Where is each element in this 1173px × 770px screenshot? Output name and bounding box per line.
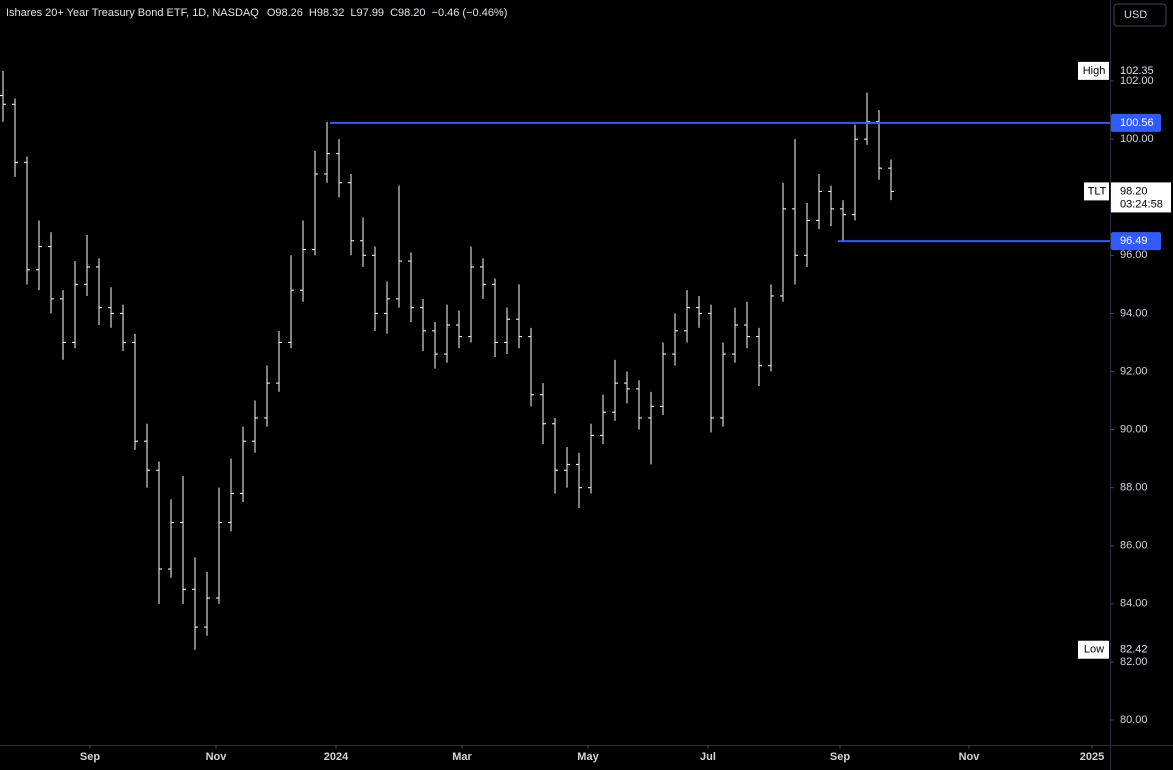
y-tick-label: 100.00 xyxy=(1120,133,1154,145)
x-tick-label: Mar xyxy=(452,751,472,763)
low-marker-box xyxy=(1078,640,1109,659)
high-marker-box xyxy=(1078,61,1109,80)
y-tick-label: 88.00 xyxy=(1120,482,1148,494)
y-tick-label: 102.00 xyxy=(1120,75,1154,87)
header-close: C98.20 xyxy=(390,7,425,19)
last-price-value: 98.20 xyxy=(1120,185,1148,197)
y-tick-label: 92.00 xyxy=(1120,365,1148,377)
header-open: O98.26 xyxy=(267,7,303,19)
y-tick-label: 84.00 xyxy=(1120,598,1148,610)
header-low: L97.99 xyxy=(350,7,384,19)
last-price-box xyxy=(1111,182,1171,213)
level-label: 96.49 xyxy=(1120,235,1148,247)
currency-label[interactable]: USD xyxy=(1124,9,1147,21)
last-price-name: TLT xyxy=(1088,185,1107,197)
y-tick-label: 96.00 xyxy=(1120,249,1148,261)
level-label-box xyxy=(1111,232,1161,251)
level-label: 100.56 xyxy=(1120,117,1154,129)
high-marker-value: 102.35 xyxy=(1120,65,1154,77)
header-high: H98.32 xyxy=(309,7,344,19)
x-tick-label: Nov xyxy=(206,751,228,763)
y-tick-label: 94.00 xyxy=(1120,307,1148,319)
x-tick-label: Sep xyxy=(830,751,850,763)
last-price-countdown: 03:24:58 xyxy=(1120,198,1163,210)
level-label-box xyxy=(1111,113,1161,132)
header-change: −0.46 (−0.46%) xyxy=(432,7,508,19)
x-tick-label: 2025 xyxy=(1080,751,1104,763)
currency-button[interactable] xyxy=(1113,3,1167,27)
x-tick-label: 2024 xyxy=(324,751,349,763)
x-tick-label: Nov xyxy=(959,751,981,763)
y-tick-label: 90.00 xyxy=(1120,423,1148,435)
y-tick-label: 80.00 xyxy=(1120,714,1148,726)
x-tick-label: May xyxy=(577,751,599,763)
x-tick-label: Jul xyxy=(700,751,716,763)
high-marker-name: High xyxy=(1083,65,1106,77)
y-tick-label: 86.00 xyxy=(1120,540,1148,552)
last-price-name-box xyxy=(1084,182,1109,201)
x-tick-label: Sep xyxy=(80,751,100,763)
y-tick-label: 82.00 xyxy=(1120,656,1148,668)
bars xyxy=(0,70,894,650)
header-title: Ishares 20+ Year Treasury Bond ETF, 1D, … xyxy=(6,7,259,19)
low-marker-name: Low xyxy=(1084,644,1104,656)
header: Ishares 20+ Year Treasury Bond ETF, 1D, … xyxy=(6,7,259,19)
low-marker-value: 82.42 xyxy=(1120,644,1148,656)
